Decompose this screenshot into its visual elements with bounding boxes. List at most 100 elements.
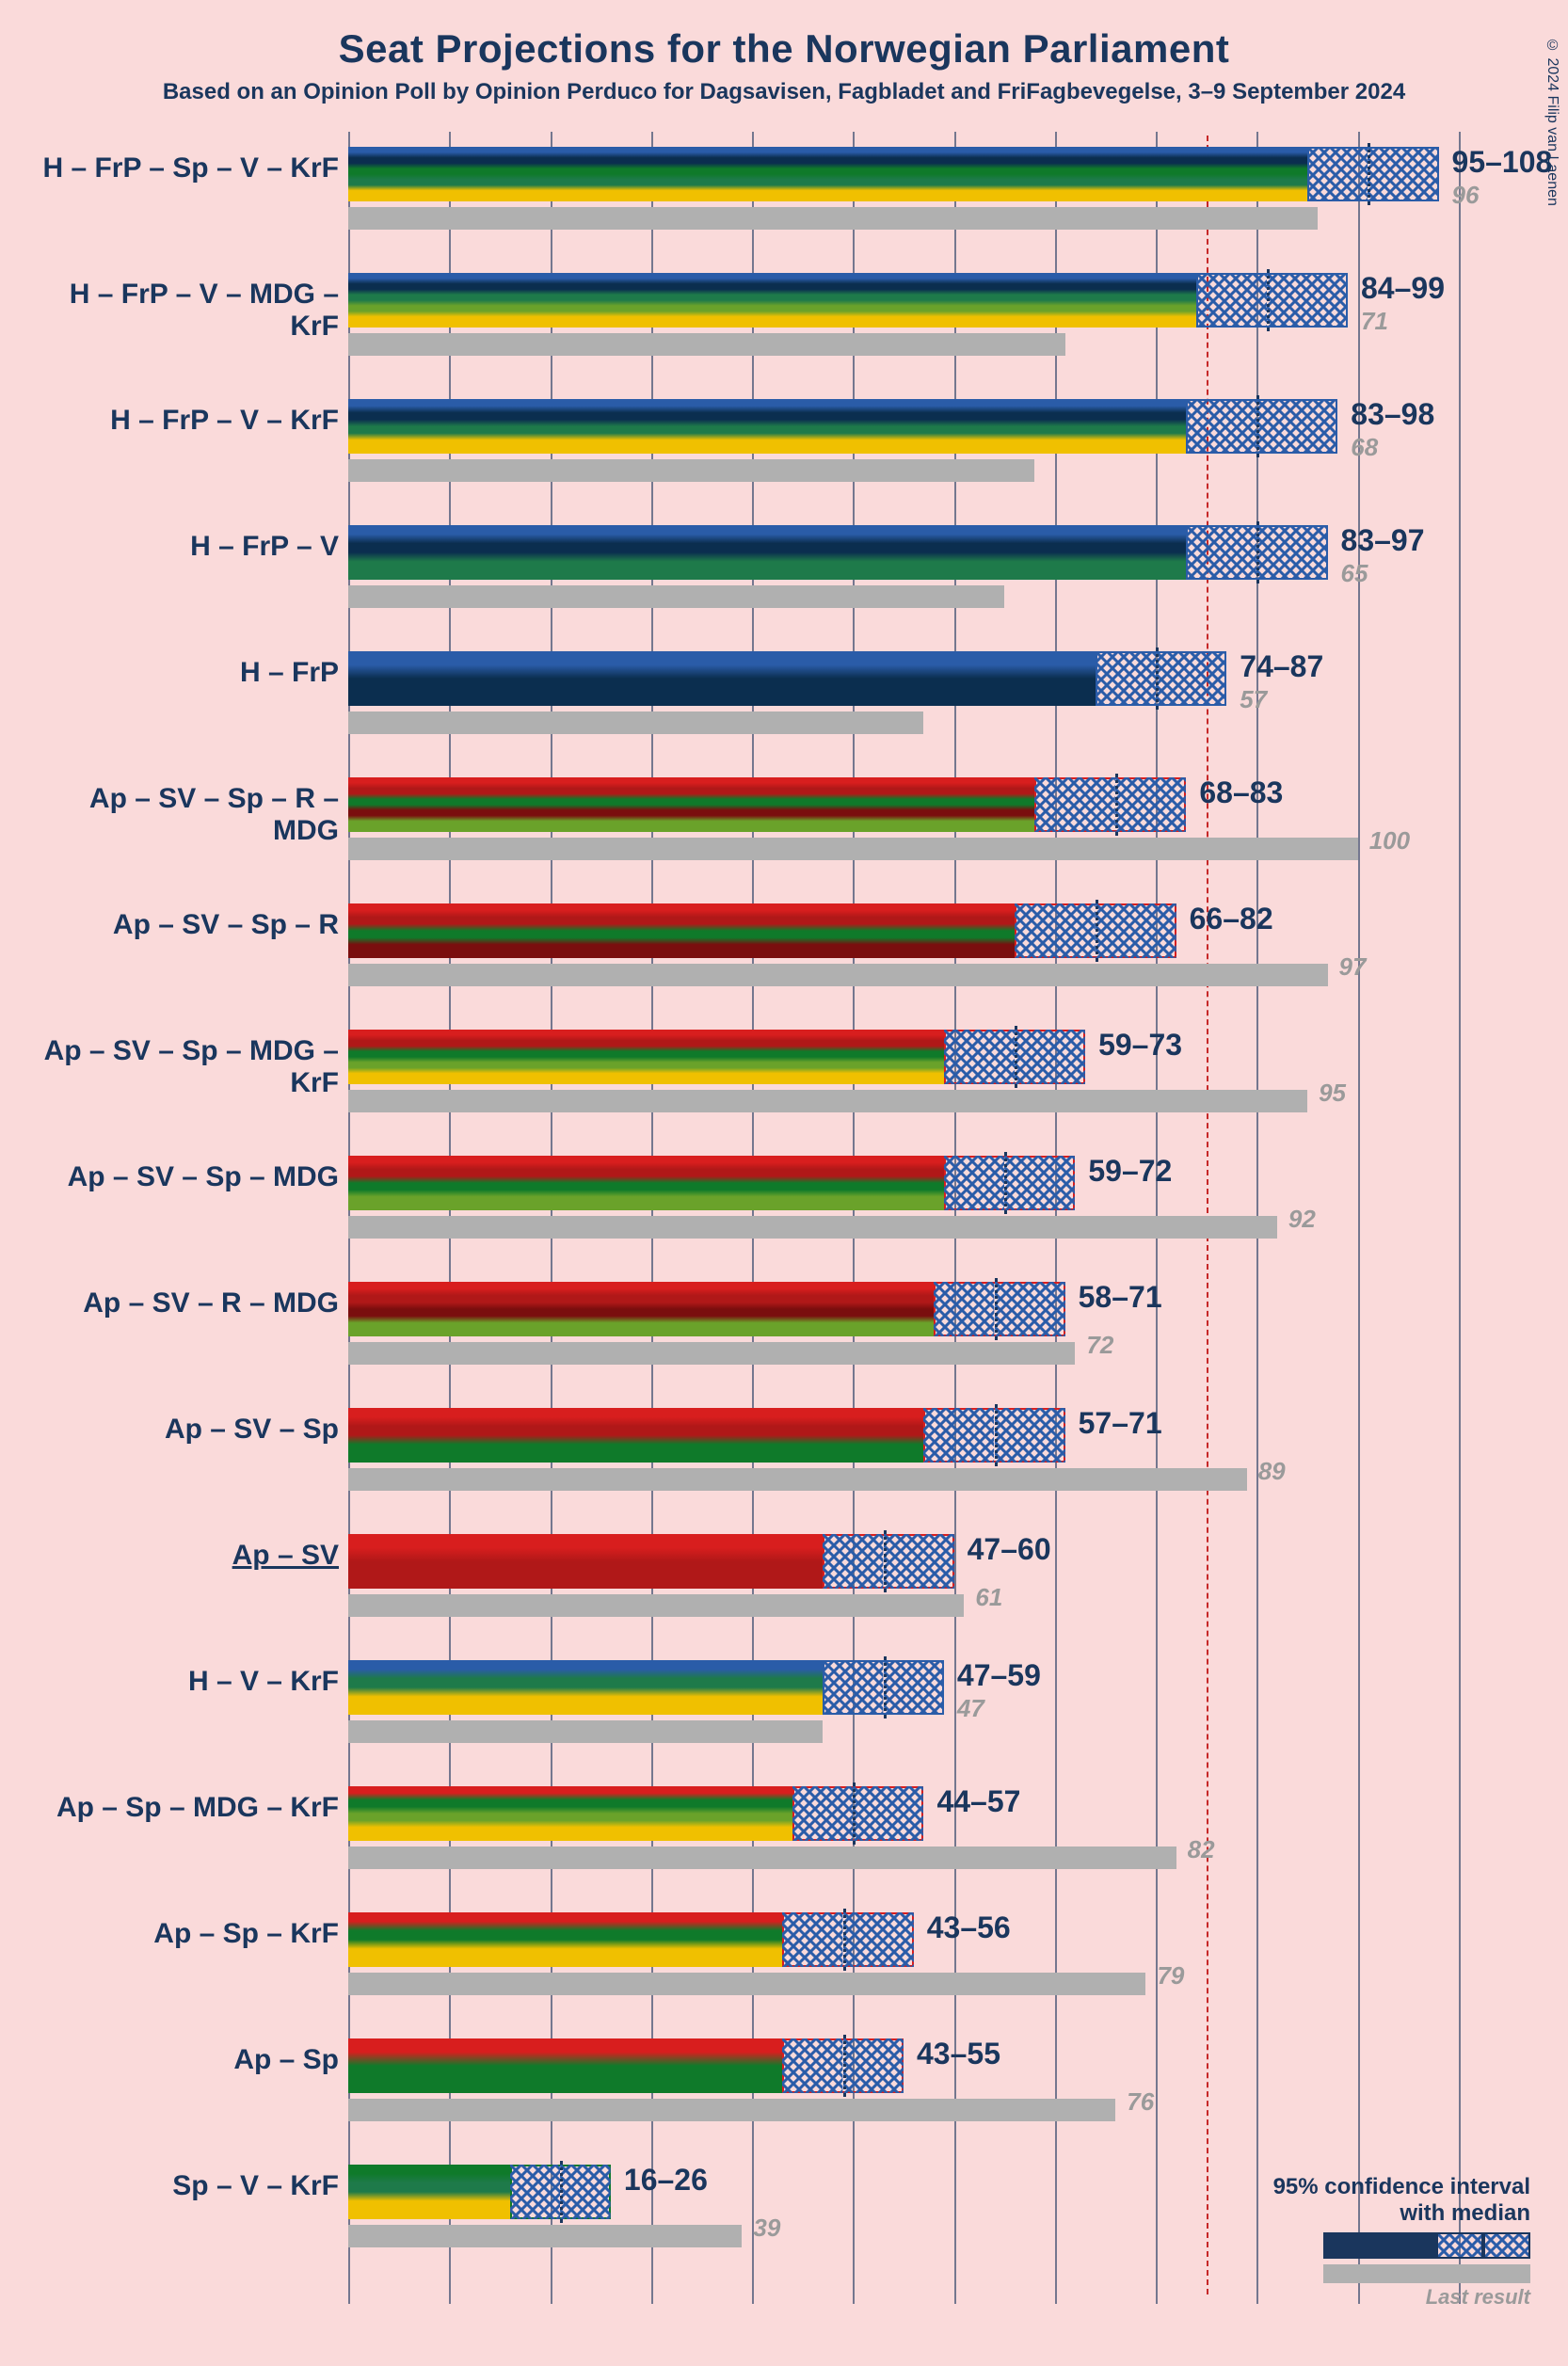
last-result-label: 72	[1086, 1331, 1113, 1360]
last-result-label: 76	[1127, 2087, 1154, 2117]
projection-bar	[348, 147, 1439, 201]
last-result-bar	[348, 333, 1065, 356]
last-result-bar	[348, 207, 1318, 230]
coalition-row: Ap – SV – R – MDG 58–7172	[348, 1274, 1459, 1391]
coalition-label: Ap – SV – Sp	[19, 1414, 339, 1446]
coalition-label: Ap – Sp	[19, 2044, 339, 2076]
bar-hatch	[1256, 399, 1337, 454]
coalition-row: Ap – Sp – MDG – KrF 44–5782	[348, 1779, 1459, 1895]
range-label: 47–60	[968, 1532, 1051, 1567]
page-title: Seat Projections for the Norwegian Parli…	[0, 0, 1568, 72]
coalition-label: H – FrP – V	[19, 531, 339, 563]
bar-crosshatch	[1307, 147, 1368, 201]
projection-bar	[348, 1534, 954, 1589]
coalition-label: H – FrP	[19, 657, 339, 689]
bar-crosshatch	[1186, 525, 1256, 580]
last-result-label: 65	[1341, 559, 1368, 588]
last-result-bar	[348, 1973, 1145, 1995]
range-label: 83–97	[1341, 523, 1425, 558]
projection-bar	[348, 903, 1176, 958]
bar-hatch	[1368, 147, 1438, 201]
range-label: 43–55	[917, 2037, 1000, 2071]
range-label: 57–71	[1079, 1406, 1162, 1441]
bar-solid	[348, 903, 1015, 958]
range-label: 83–98	[1351, 397, 1434, 432]
last-result-bar	[348, 1216, 1277, 1239]
projection-bar	[348, 651, 1226, 706]
coalition-label: Ap – SV – Sp – R	[19, 909, 339, 941]
legend: 95% confidence interval with median Last…	[1273, 2174, 1530, 2310]
median-marker	[884, 1656, 887, 1719]
coalition-row: Ap – SV – Sp – R 66–8297	[348, 896, 1459, 1013]
median-marker	[1096, 900, 1098, 962]
bar-solid	[348, 1534, 823, 1589]
projection-bar	[348, 1408, 1065, 1463]
bar-solid	[348, 2038, 782, 2093]
projection-bar	[348, 525, 1328, 580]
last-result-label: 47	[957, 1694, 984, 1723]
bar-hatch	[1096, 903, 1176, 958]
last-result-bar	[348, 1468, 1247, 1491]
projection-bar	[348, 399, 1337, 454]
projection-bar	[348, 2038, 904, 2093]
last-result-label: 71	[1361, 307, 1388, 336]
projection-bar	[348, 1660, 944, 1715]
bar-solid	[348, 273, 1196, 328]
legend-last-label: Last result	[1273, 2285, 1530, 2310]
range-label: 47–59	[957, 1658, 1041, 1693]
range-label: 84–99	[1361, 271, 1445, 306]
copyright-label: © 2024 Filip van Laenen	[1544, 38, 1560, 206]
legend-ci-sample	[1273, 2232, 1530, 2259]
median-marker	[995, 1404, 998, 1466]
range-label: 43–56	[927, 1910, 1011, 1945]
last-result-label: 89	[1258, 1457, 1286, 1486]
projection-bar	[348, 273, 1348, 328]
bar-crosshatch	[792, 1786, 853, 1841]
median-marker	[1368, 143, 1370, 205]
coalition-label: Ap – SV – Sp – MDG	[19, 1161, 339, 1193]
coalition-label: H – FrP – V – KrF	[19, 405, 339, 437]
coalition-row: Ap – SV 47–6061	[348, 1527, 1459, 1643]
last-result-label: 92	[1288, 1205, 1316, 1234]
bar-solid	[348, 525, 1186, 580]
coalition-label: Ap – SV – Sp – R – MDG	[19, 783, 339, 847]
coalition-row: H – FrP – V – MDG – KrF 84–9971	[348, 265, 1459, 382]
bar-hatch	[884, 1534, 954, 1589]
coalition-label: Ap – Sp – KrF	[19, 1918, 339, 1950]
coalition-row: Ap – Sp – KrF 43–5679	[348, 1905, 1459, 2022]
last-result-bar	[348, 1090, 1307, 1112]
bar-solid	[348, 2165, 510, 2219]
median-marker	[995, 1278, 998, 1340]
last-result-bar	[348, 1594, 964, 1617]
last-result-bar	[348, 1342, 1075, 1365]
last-result-label: 68	[1351, 433, 1378, 462]
last-result-label: 57	[1240, 685, 1267, 714]
bar-hatch	[1156, 651, 1226, 706]
median-marker	[1256, 521, 1259, 584]
range-label: 95–108	[1452, 145, 1553, 180]
coalition-label: Ap – Sp – MDG – KrF	[19, 1792, 339, 1824]
bar-crosshatch	[944, 1030, 1015, 1084]
coalition-label: H – V – KrF	[19, 1666, 339, 1698]
coalition-label: H – FrP – Sp – V – KrF	[19, 152, 339, 184]
bar-hatch	[843, 2038, 904, 2093]
range-label: 68–83	[1199, 775, 1283, 810]
coalition-row: H – V – KrF 47–5947	[348, 1653, 1459, 1769]
page-subtitle: Based on an Opinion Poll by Opinion Perd…	[0, 72, 1568, 124]
bar-hatch	[1015, 1030, 1085, 1084]
bar-solid	[348, 1030, 944, 1084]
projection-bar	[348, 1156, 1075, 1210]
last-result-bar	[348, 459, 1034, 482]
last-result-bar	[348, 964, 1328, 986]
last-result-bar	[348, 2225, 742, 2247]
range-label: 66–82	[1190, 902, 1273, 936]
bar-solid	[348, 1408, 923, 1463]
bar-hatch	[843, 1912, 914, 1967]
median-marker	[853, 1782, 856, 1845]
last-result-bar	[348, 1720, 823, 1743]
coalition-row: Ap – SV – Sp – R – MDG 68–83100	[348, 770, 1459, 887]
last-result-bar	[348, 2099, 1115, 2121]
coalition-label: Sp – V – KrF	[19, 2170, 339, 2202]
projection-bar	[348, 1282, 1065, 1336]
projection-bar	[348, 1786, 923, 1841]
